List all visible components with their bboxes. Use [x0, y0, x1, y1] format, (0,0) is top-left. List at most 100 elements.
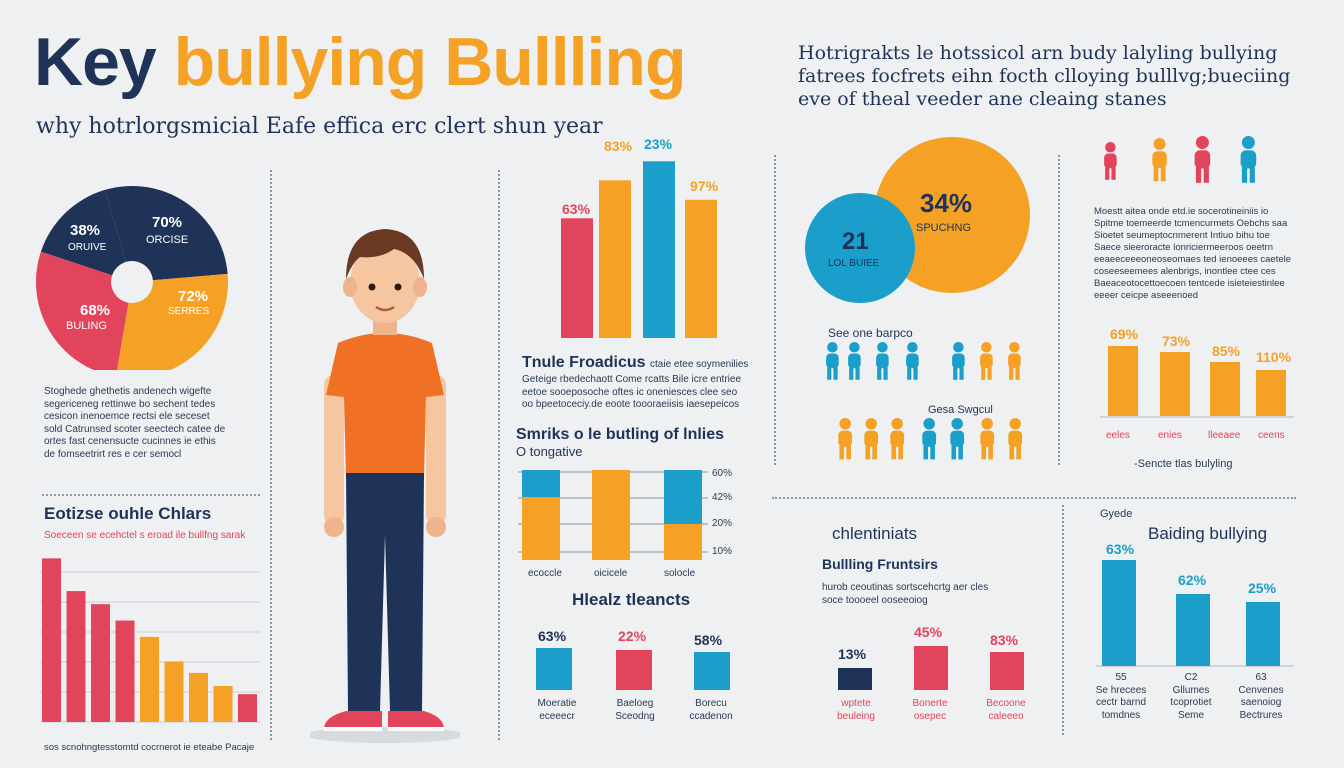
header-intro: Hotrigrakts le hotssicol arn budy lalyli…: [798, 42, 1338, 111]
bar-label: 25%: [1248, 580, 1277, 596]
pie-label-pct: 38%: [70, 222, 101, 239]
person-leg: [923, 445, 929, 460]
pie-label-pct: 70%: [152, 214, 183, 231]
bar-label: 13%: [838, 646, 867, 662]
person-leg: [891, 445, 897, 460]
left-chart-legend: Soeceen se ecehctel s eroad ile bullfng …: [44, 530, 246, 541]
person-leg: [877, 367, 882, 380]
divider: [270, 170, 272, 740]
center-mid-title: Smriks o le butling of lnlies: [516, 426, 725, 443]
person-body: [1152, 151, 1167, 168]
person-leg: [1111, 167, 1116, 180]
bar: [536, 648, 572, 690]
bar-caption: 55 Se hrecees cectr barnd tomdnes: [1090, 672, 1152, 722]
person-icon: [826, 342, 839, 380]
pie-label-pct: 68%: [80, 302, 111, 319]
divider: [1058, 155, 1060, 465]
mid-bottom-bar-chart: [838, 646, 1024, 690]
center-top-title: Tnule Froadicus: [522, 354, 646, 371]
page-subtitle: why hotrlorgsmicial Eafe effica erc cler…: [36, 114, 603, 139]
person-body: [1008, 353, 1021, 369]
center-mid-stacked-chart: [518, 470, 708, 560]
bar: [115, 620, 135, 722]
person-head: [981, 418, 993, 430]
bar: [1246, 602, 1280, 666]
person-head: [1195, 136, 1209, 149]
pie-slice: [104, 186, 228, 282]
people-group-icon: [826, 342, 1023, 460]
person-leg: [1009, 367, 1014, 380]
bar: [164, 661, 184, 722]
header-intro-line: eve of theal veeder ane cleaing stanes: [798, 88, 1167, 110]
x-label: enies: [1158, 430, 1182, 441]
y-tick: 60%: [712, 468, 733, 479]
center-top-bar-chart: [561, 161, 717, 338]
person-leg: [913, 367, 918, 380]
person-head: [827, 342, 838, 353]
bar: [1176, 594, 1210, 666]
caption-line: Gllumes: [1172, 684, 1210, 696]
person-leg: [1015, 367, 1020, 380]
bar-caption: C2 Gllumes tcoprotiet Seme: [1160, 672, 1222, 722]
center-top-heading: Tnule Froadicus ctaie etee soymenilies: [522, 354, 748, 372]
person-body: [950, 430, 965, 447]
bar: [1210, 362, 1240, 416]
person-body: [890, 430, 905, 447]
bar: [990, 652, 1024, 690]
header-intro-line: fatrees focfrets eihn focth clloying bul…: [798, 65, 1291, 87]
person-icon: [1008, 418, 1023, 460]
x-label: solocle: [664, 568, 696, 579]
bar: [1256, 370, 1286, 416]
text-line: coseeseemees alenbrigs, inontlee ctee ce…: [1094, 266, 1276, 277]
bar: [664, 470, 702, 524]
bar: [42, 558, 61, 722]
text-line: Geteige rbedechaott Come rcatts Bile icr…: [522, 374, 741, 385]
y-tick: 10%: [712, 546, 733, 557]
person-leg: [951, 445, 957, 460]
bar: [592, 470, 630, 560]
person-head: [839, 418, 851, 430]
person-leg: [959, 367, 964, 380]
caption-line: Bectrures: [1239, 709, 1283, 721]
person-body: [1240, 150, 1257, 169]
person-leg: [981, 367, 986, 380]
header-intro-line: Hotrigrakts le hotssicol arn budy lalyli…: [798, 42, 1278, 64]
x-label: lleeaee: [1208, 430, 1241, 441]
bar-caption: Bonerte osepec: [904, 698, 956, 723]
x-label: ceens: [1258, 430, 1285, 441]
person-head: [951, 418, 963, 430]
caption-line: tomdnes: [1101, 709, 1141, 721]
mid-bottom-text: hurob ceoutinas sortscehcrtg aer cles so…: [822, 582, 1022, 607]
left-bar-chart: [40, 558, 260, 723]
text-line: cesicon inenoemce rectsi ele seceset: [44, 411, 210, 422]
person-leg: [865, 445, 871, 460]
bar-label: 63%: [538, 628, 567, 644]
caption-line: 55: [1115, 672, 1127, 683]
text-line: eeaeeceeeoneoseomaes ted ienoeees caetel…: [1094, 254, 1292, 265]
bar: [599, 180, 631, 338]
person-head: [907, 342, 918, 353]
pie-description: Stoghede ghethetis andenech wigefte sege…: [44, 386, 264, 461]
person-leg: [833, 367, 838, 380]
text-line: soce toooeel ooseeoiog: [822, 594, 928, 606]
big-bubble-label: SPUCHNG: [916, 222, 972, 234]
person-icon: [950, 418, 965, 460]
person-icon: [1240, 136, 1257, 183]
person-leg: [1160, 166, 1166, 182]
bar-label: 23%: [644, 136, 673, 152]
bar-label: 85%: [1212, 343, 1241, 359]
y-tick: 42%: [712, 492, 733, 503]
center-top-title-suffix: ctaie etee soymenilies: [650, 359, 749, 370]
person-leg: [981, 445, 987, 460]
text-line: hurob ceoutinas sortscehcrtg aer cles: [822, 582, 989, 593]
person-leg: [1203, 167, 1209, 183]
standing-boy-icon: [310, 229, 460, 743]
person-body: [1008, 430, 1023, 447]
pie-label-pct: 72%: [178, 288, 209, 305]
x-label: eeles: [1106, 430, 1130, 441]
text-line: Baeaceotocettoecoen tentcede isieteiesti…: [1094, 278, 1285, 289]
bar: [664, 524, 702, 560]
pie-label-name: ORCISE: [146, 234, 189, 246]
bar: [189, 672, 208, 722]
person-head: [1009, 418, 1021, 430]
